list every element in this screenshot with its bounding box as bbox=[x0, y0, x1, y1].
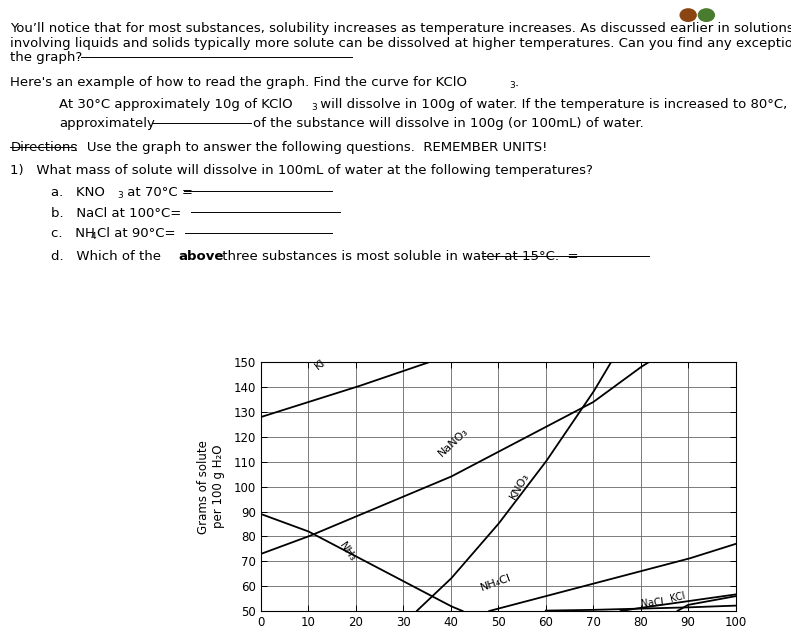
Text: 3: 3 bbox=[509, 81, 515, 89]
Text: involving liquids and solids typically more solute can be dissolved at higher te: involving liquids and solids typically m… bbox=[10, 37, 791, 50]
Text: Cl at 90°C=: Cl at 90°C= bbox=[97, 227, 180, 241]
Text: KI: KI bbox=[313, 357, 327, 372]
Text: KNO₃: KNO₃ bbox=[508, 471, 531, 501]
Ellipse shape bbox=[698, 8, 715, 22]
Text: .: . bbox=[515, 76, 519, 89]
Text: :  Use the graph to answer the following questions.  REMEMBER UNITS!: : Use the graph to answer the following … bbox=[74, 141, 547, 154]
Text: Directions: Directions bbox=[10, 141, 78, 154]
Text: b.   NaCl at 100°C=: b. NaCl at 100°C= bbox=[51, 207, 186, 220]
Text: c.   NH: c. NH bbox=[51, 227, 95, 241]
Text: At 30°C approximately 10g of KClO: At 30°C approximately 10g of KClO bbox=[59, 98, 293, 111]
Text: 3: 3 bbox=[311, 103, 316, 112]
Text: of the substance will dissolve in 100g (or 100mL) of water.: of the substance will dissolve in 100g (… bbox=[253, 117, 644, 130]
Text: You’ll notice that for most substances, solubility increases as temperature incr: You’ll notice that for most substances, … bbox=[10, 22, 791, 35]
Text: NH₃: NH₃ bbox=[337, 540, 358, 563]
Y-axis label: Grams of solute
per 100 g H₂O: Grams of solute per 100 g H₂O bbox=[198, 440, 225, 534]
Text: will dissolve in 100g of water. If the temperature is increased to 80°C,: will dissolve in 100g of water. If the t… bbox=[316, 98, 788, 111]
Text: approximately: approximately bbox=[59, 117, 155, 130]
Text: 1)   What mass of solute will dissolve in 100mL of water at the following temper: 1) What mass of solute will dissolve in … bbox=[10, 164, 593, 177]
Text: at 70°C =: at 70°C = bbox=[123, 186, 197, 199]
Text: 4: 4 bbox=[91, 232, 97, 241]
Text: a.   KNO: a. KNO bbox=[51, 186, 105, 199]
Text: NaNO₃: NaNO₃ bbox=[437, 427, 471, 459]
Text: 3: 3 bbox=[117, 191, 123, 200]
Text: NaCl: NaCl bbox=[641, 597, 664, 609]
Text: above: above bbox=[178, 250, 223, 263]
Text: KCl: KCl bbox=[669, 591, 687, 604]
Text: NH₄Cl: NH₄Cl bbox=[479, 573, 513, 593]
Text: the graph?: the graph? bbox=[10, 51, 82, 64]
Ellipse shape bbox=[679, 8, 697, 22]
Text: Here's an example of how to read the graph. Find the curve for KClO: Here's an example of how to read the gra… bbox=[10, 76, 467, 89]
Text: d.   Which of the: d. Which of the bbox=[51, 250, 165, 263]
Text: three substances is most soluble in water at 15°C.  =: three substances is most soluble in wate… bbox=[218, 250, 582, 263]
